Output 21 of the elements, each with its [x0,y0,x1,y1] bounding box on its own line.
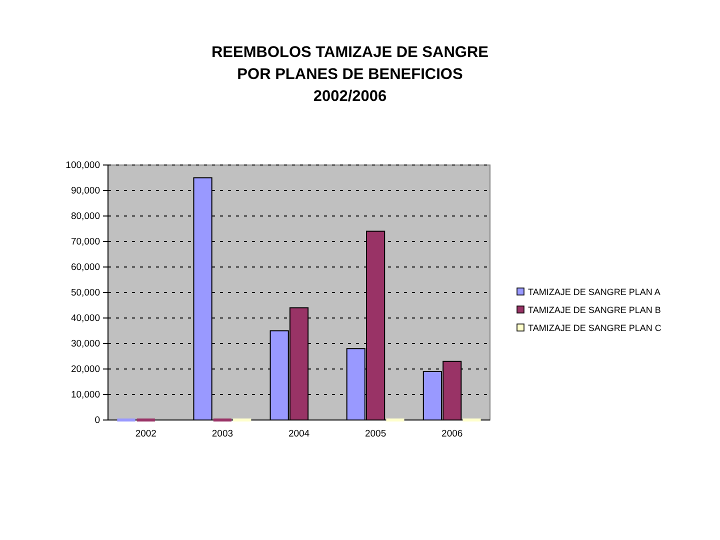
y-tick-label: 60,000 [70,262,100,274]
legend-label: TAMIZAJE DE SANGRE PLAN C [528,323,662,333]
y-tick-label: 0 [94,415,100,426]
x-tick-label: 2006 [442,428,463,440]
x-tick-label: 2002 [135,428,156,440]
y-tick-label: 80,000 [70,211,100,222]
x-tick-label: 2005 [364,428,386,440]
y-tick-label: 10,000 [70,390,100,401]
x-tick-label: 2003 [212,428,234,440]
y-tick-label: 90,000 [70,186,100,197]
y-tick-label: 50,000 [70,288,100,299]
chart-subtitle: 2002/2006 [313,88,388,105]
chart-title: REEMBOLOS TAMIZAJE DE SANGRE POR PLANES DE BENEFICIOS [211,44,489,83]
x-tick-label: 2004 [288,428,310,440]
y-tick-label: 100,000 [66,160,100,172]
y-tick-label: 70,000 [70,236,100,248]
y-tick-label: 30,000 [70,338,100,350]
y-tick-label: 20,000 [70,364,100,376]
legend-label: TAMIZAJE DE SANGRE PLAN B [528,305,661,315]
legend-label: TAMIZAJE DE SANGRE PLAN A [528,287,660,297]
y-tick-label: 40,000 [70,313,100,324]
